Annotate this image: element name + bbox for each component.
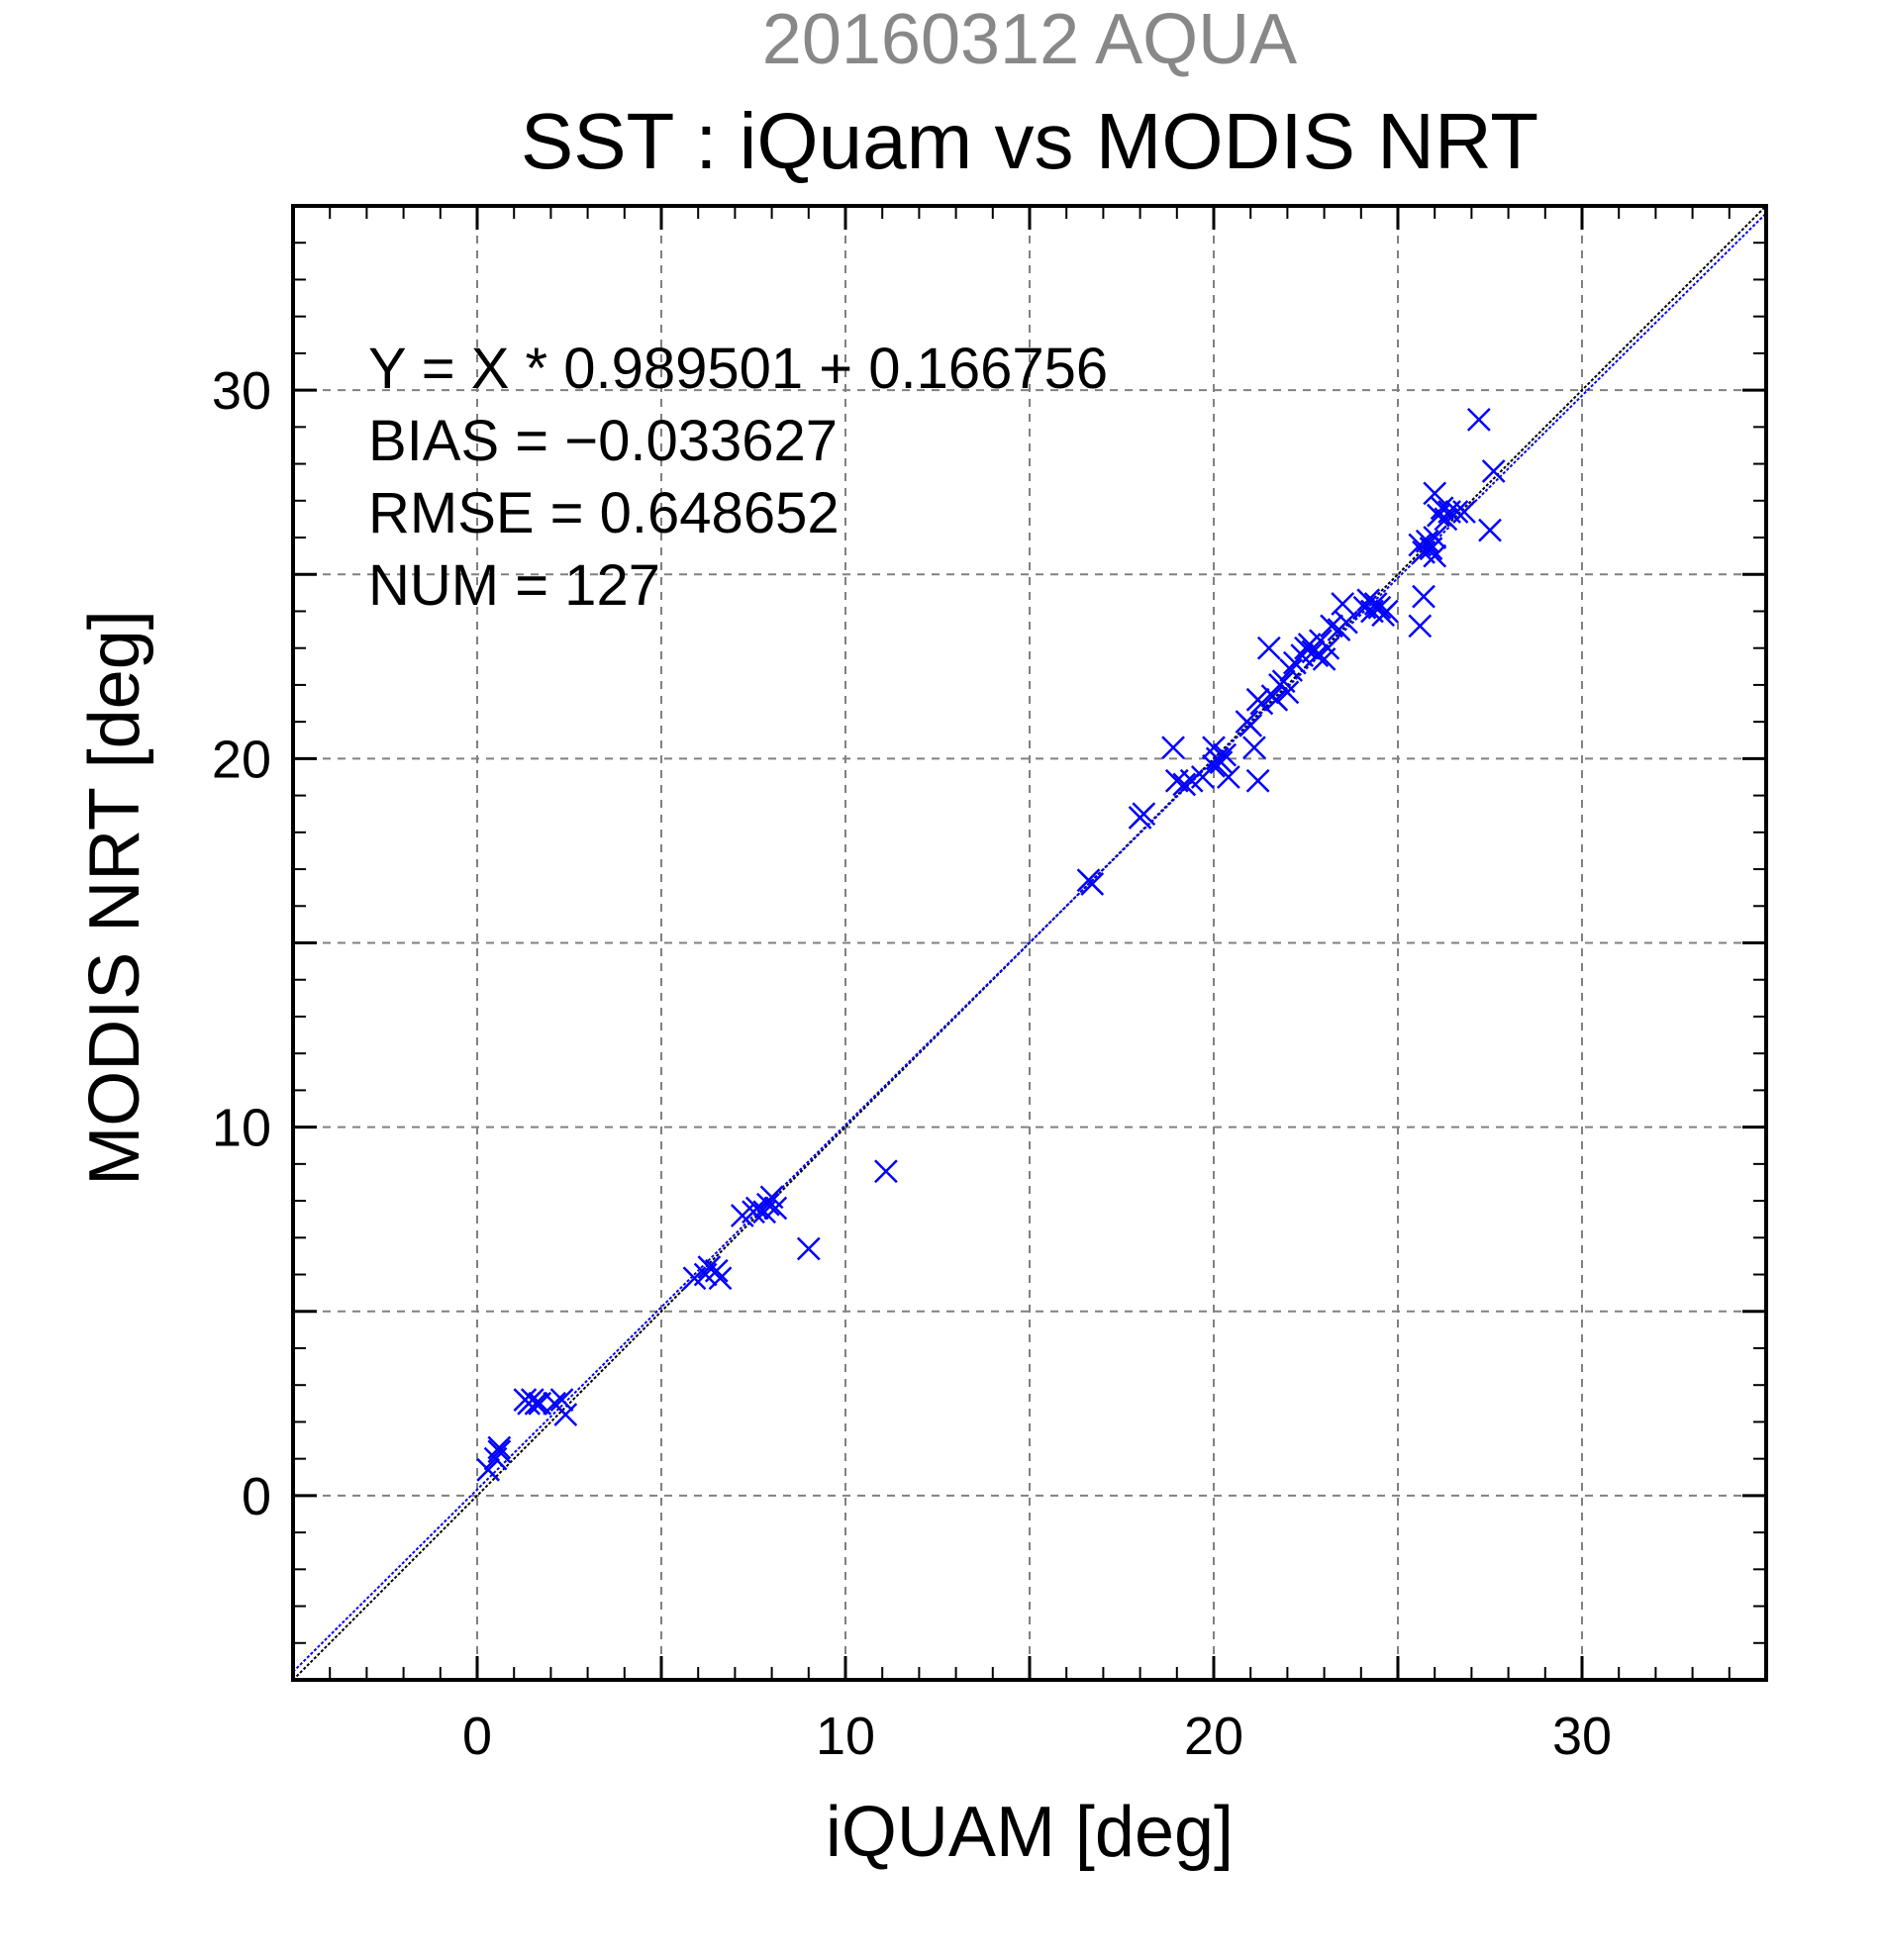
data-point — [1367, 595, 1392, 620]
data-point — [1374, 599, 1399, 624]
y-tick-label: 10 — [212, 1099, 271, 1158]
data-point — [1080, 872, 1105, 896]
data-point — [1423, 526, 1447, 549]
data-point — [796, 1236, 821, 1261]
bias-annotation: BIAS = −0.033627 — [368, 409, 838, 473]
x-tick-label: 20 — [1184, 1707, 1243, 1766]
data-point — [549, 1388, 574, 1412]
data-point — [1412, 584, 1436, 609]
regression-line — [292, 212, 1767, 1673]
data-point — [1256, 636, 1281, 660]
data-point — [1320, 614, 1343, 638]
plot-frame — [291, 204, 1768, 1682]
count-annotation: NUM = 127 — [368, 553, 660, 618]
y-axis-label: MODIS NRT [deg] — [75, 610, 154, 1186]
data-point — [874, 1159, 898, 1184]
x-axis-label: iQUAM [deg] — [826, 1793, 1234, 1872]
data-point — [1423, 543, 1447, 568]
data-point — [1466, 408, 1491, 432]
data-point — [1415, 529, 1439, 553]
chart-supertitle: 20160312 AQUA — [762, 0, 1297, 79]
data-point — [487, 1439, 512, 1464]
data-point — [487, 1435, 512, 1460]
data-point — [1245, 768, 1270, 793]
data-point — [476, 1457, 501, 1482]
reference-lines — [292, 205, 1767, 1681]
data-point — [1216, 765, 1240, 789]
y-tick-label: 20 — [212, 730, 271, 789]
data-point — [1434, 507, 1458, 532]
data-point — [1408, 614, 1433, 638]
data-point — [1452, 500, 1476, 524]
data-point — [524, 1391, 548, 1416]
y-tick-label: 30 — [212, 361, 271, 421]
data-point — [1209, 750, 1234, 774]
data-point — [763, 1196, 788, 1221]
fit-equation-annotation: Y = X * 0.989501 + 0.166756 — [368, 337, 1108, 401]
data-point — [1335, 610, 1358, 635]
data-point — [1264, 687, 1289, 712]
data-point — [1316, 636, 1340, 660]
data-point — [1161, 735, 1185, 760]
data-point — [1423, 481, 1447, 506]
data-points — [476, 408, 1506, 1482]
data-point — [755, 1192, 780, 1217]
data-point — [1481, 459, 1506, 483]
data-point — [1213, 742, 1238, 767]
grid — [293, 206, 1766, 1680]
tick-labels: 0 10 20 30 0 10 20 30 — [212, 361, 1612, 1766]
data-point — [1478, 518, 1502, 542]
x-tick-label: 30 — [1552, 1707, 1612, 1766]
data-point — [1444, 500, 1469, 524]
chart-title: SST : iQuam vs MODIS NRT — [521, 97, 1538, 185]
x-tick-label: 0 — [462, 1707, 492, 1766]
data-point — [1238, 713, 1263, 737]
data-point — [708, 1266, 733, 1291]
x-tick-label: 10 — [816, 1707, 875, 1766]
data-point — [1172, 772, 1197, 797]
data-point — [1331, 592, 1355, 616]
data-point — [704, 1258, 729, 1283]
axis-ticks — [291, 204, 1768, 1682]
data-point — [1249, 691, 1274, 716]
data-point — [1279, 658, 1304, 682]
data-point — [553, 1403, 578, 1426]
data-point — [1305, 643, 1330, 668]
y-tick-label: 0 — [242, 1467, 271, 1526]
rmse-annotation: RMSE = 0.648652 — [368, 481, 840, 545]
data-point — [1242, 735, 1266, 760]
data-point — [1132, 802, 1156, 827]
data-point — [1275, 680, 1300, 705]
